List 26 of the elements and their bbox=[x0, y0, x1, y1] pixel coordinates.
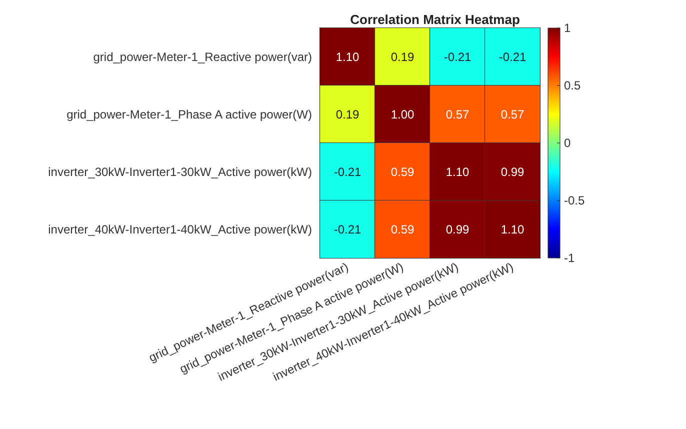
data-label: 1.00 bbox=[390, 107, 414, 122]
data-label: -0.21 bbox=[444, 50, 472, 64]
color-bar-label: 0.5 bbox=[564, 78, 582, 92]
data-label: 0.19 bbox=[390, 50, 414, 64]
data-label: 0.99 bbox=[500, 164, 524, 179]
data-label: 1.10 bbox=[446, 164, 470, 179]
chart-title: Correlation Matrix Heatmap bbox=[350, 12, 520, 27]
data-label: -0.21 bbox=[334, 164, 362, 179]
data-label: 1.10 bbox=[500, 222, 524, 236]
data-label: 0.57 bbox=[500, 107, 524, 122]
y-tick-label: inverter_30kW-Inverter1-30kW_Active power(kW) bbox=[48, 164, 312, 179]
color-bar-label: 1 bbox=[564, 21, 571, 35]
color-bar-label: -0.5 bbox=[564, 194, 586, 208]
data-label: 0.57 bbox=[446, 107, 470, 122]
data-label: 0.99 bbox=[446, 222, 470, 236]
color-bar-label: -1 bbox=[564, 251, 575, 265]
data-label: 0.59 bbox=[390, 164, 414, 179]
data-label: 1.10 bbox=[336, 50, 360, 64]
data-label: 0.59 bbox=[390, 222, 414, 236]
y-tick-label: grid_power-Meter-1_Reactive power(var) bbox=[93, 50, 312, 64]
y-tick-label: inverter_40kW-Inverter1-40kW_Active power(kW) bbox=[48, 222, 312, 236]
y-tick-label: grid_power-Meter-1_Phase A active power(W) bbox=[66, 107, 312, 122]
data-label: 0.19 bbox=[336, 107, 360, 122]
data-label: -0.21 bbox=[334, 222, 362, 236]
color-bar-label: 0 bbox=[564, 136, 571, 150]
data-label: -0.21 bbox=[498, 50, 526, 64]
